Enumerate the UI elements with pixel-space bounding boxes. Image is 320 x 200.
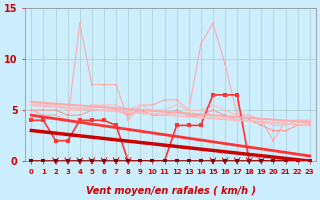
X-axis label: Vent moyen/en rafales ( km/h ): Vent moyen/en rafales ( km/h ): [85, 186, 256, 196]
